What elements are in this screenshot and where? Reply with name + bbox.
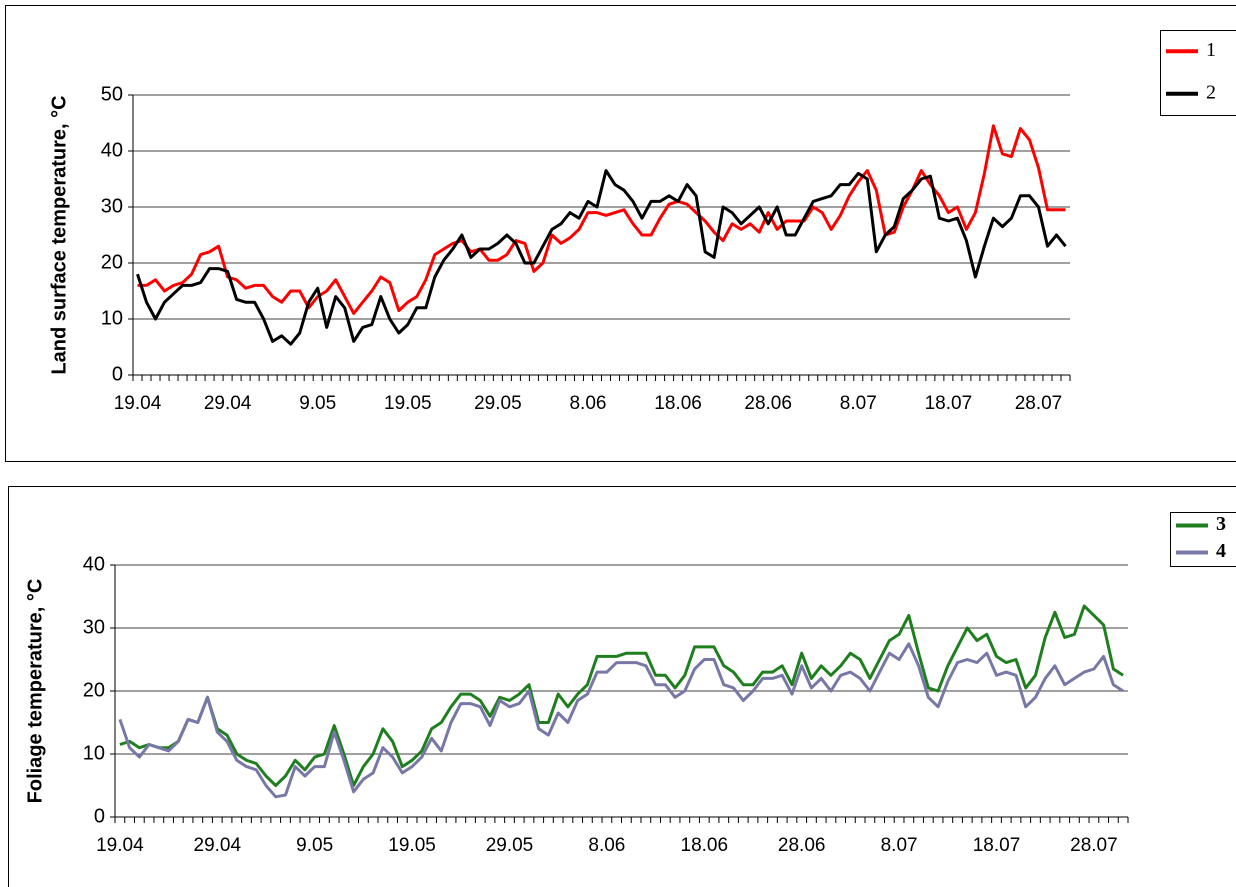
legend-label: 2 [1206, 81, 1216, 103]
x-tick-label: 19.05 [384, 393, 432, 414]
y-tick-label: 0 [112, 363, 123, 385]
y-tick-label: 30 [83, 616, 105, 638]
x-tick-label: 28.06 [778, 835, 826, 856]
x-tick-label: 18.06 [654, 393, 702, 414]
x-tick-label: 8.07 [881, 835, 918, 856]
series-line [119, 604, 1124, 787]
x-tick-label: 19.04 [114, 393, 162, 414]
series-line [136, 169, 1067, 346]
y-axis-title: Land surface temperature, °C [48, 95, 70, 374]
series-line [137, 124, 1066, 315]
x-tick-label: 8.07 [840, 393, 877, 414]
x-tick-label: 28.07 [1070, 835, 1118, 856]
x-tick-label: 28.07 [1015, 393, 1063, 414]
y-axis-title: Foliage temperature, °C [24, 579, 46, 804]
x-tick-label: 8.06 [569, 393, 606, 414]
legend-box [1160, 30, 1236, 116]
x-tick-label: 19.04 [96, 835, 144, 856]
x-tick-label: 9.05 [299, 393, 336, 414]
y-tick-label: 10 [83, 742, 105, 764]
x-tick-label: 8.06 [588, 835, 625, 856]
legend-label: 4 [1216, 540, 1226, 562]
panel-frame [8, 486, 1236, 887]
x-tick-label: 18.07 [925, 393, 973, 414]
legend-label: 1 [1206, 39, 1216, 61]
x-tick-label: 19.05 [388, 835, 436, 856]
panel-frame [5, 5, 1236, 462]
y-tick-label: 30 [101, 195, 123, 217]
x-tick-label: 29.05 [486, 835, 534, 856]
x-tick-label: 28.06 [744, 393, 792, 414]
x-tick-label: 29.04 [194, 835, 242, 856]
y-tick-label: 10 [101, 307, 123, 329]
y-tick-label: 0 [94, 805, 105, 827]
y-tick-label: 20 [83, 679, 105, 701]
x-tick-label: 9.05 [296, 835, 333, 856]
y-tick-label: 40 [83, 553, 105, 575]
y-tick-label: 20 [101, 251, 123, 273]
series-line [118, 642, 1124, 799]
y-tick-label: 50 [101, 83, 123, 105]
x-tick-label: 18.06 [681, 835, 729, 856]
legend-box [1170, 512, 1236, 567]
x-tick-label: 18.07 [973, 835, 1021, 856]
y-tick-label: 40 [101, 139, 123, 161]
x-tick-label: 29.04 [204, 393, 252, 414]
legend-label: 3 [1216, 513, 1226, 535]
x-tick-label: 29.05 [474, 393, 522, 414]
